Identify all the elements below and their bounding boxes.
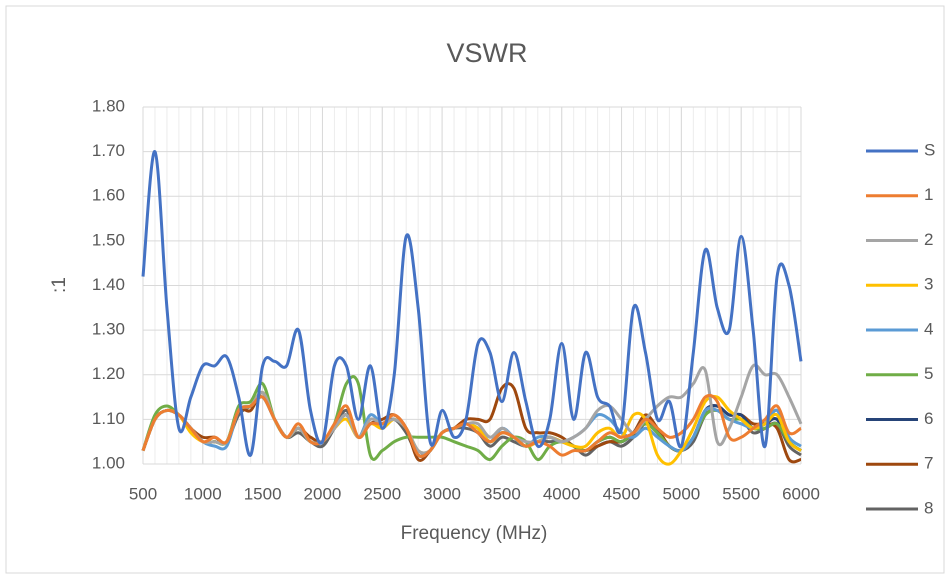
x-tick-label: 1500 — [244, 484, 282, 503]
x-tick-label: 5500 — [722, 484, 760, 503]
x-tick-label: 4000 — [543, 484, 581, 503]
x-tick-label: 6000 — [782, 484, 820, 503]
legend-label: 6 — [924, 409, 933, 428]
y-tick-label: 1.10 — [92, 409, 125, 428]
x-tick-label: 3000 — [423, 484, 461, 503]
legend-label: 2 — [924, 230, 933, 249]
legend-label: 7 — [924, 454, 933, 473]
x-tick-label: 2500 — [363, 484, 401, 503]
y-tick-label: 1.30 — [92, 320, 125, 339]
x-tick-label: 3500 — [483, 484, 521, 503]
x-tick-label: 1000 — [184, 484, 222, 503]
legend-label: 4 — [924, 319, 933, 338]
chart-title: VSWR — [447, 38, 528, 68]
x-tick-label: 2000 — [304, 484, 342, 503]
x-tick-label: 4500 — [603, 484, 641, 503]
legend-label: 1 — [924, 185, 933, 204]
series-line — [141, 150, 803, 457]
y-tick-label: 1.20 — [92, 364, 125, 383]
x-tick-label: 500 — [129, 484, 157, 503]
legend-label: 3 — [924, 275, 933, 294]
x-tick-label: 5000 — [662, 484, 700, 503]
legend-label: 5 — [924, 364, 933, 383]
y-tick-label: 1.40 — [92, 275, 125, 294]
y-tick-label: 1.80 — [92, 96, 125, 115]
legend-label: S — [924, 140, 935, 159]
series-line — [141, 393, 802, 458]
y-tick-label: 1.70 — [92, 141, 125, 160]
chart-frame — [5, 5, 945, 574]
legend-label: 8 — [924, 498, 933, 517]
y-tick-label: 1.50 — [92, 230, 125, 249]
y-tick-label: 1.00 — [92, 453, 125, 472]
y-axis-label: :1 — [49, 277, 70, 293]
y-tick-label: 1.60 — [92, 186, 125, 205]
x-axis-label: Frequency (MHz) — [401, 523, 548, 544]
